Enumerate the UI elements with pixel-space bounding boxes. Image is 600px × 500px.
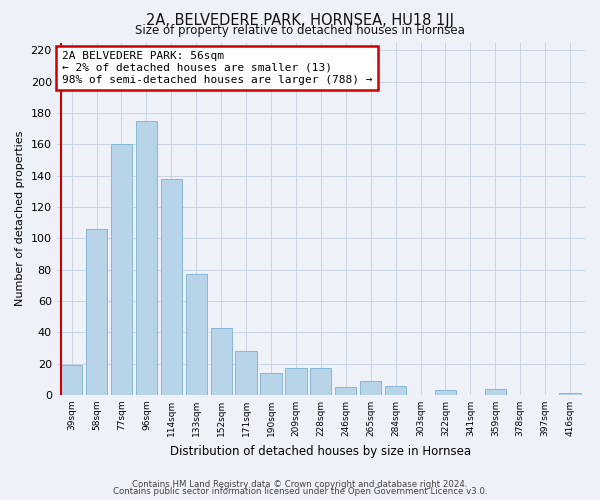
Text: Contains HM Land Registry data © Crown copyright and database right 2024.: Contains HM Land Registry data © Crown c… [132, 480, 468, 489]
Bar [286, 368, 307, 395]
Bar [385, 386, 406, 395]
Bar [235, 351, 257, 395]
Bar [111, 144, 132, 395]
Bar [559, 394, 581, 395]
Bar [185, 274, 207, 395]
Bar [136, 121, 157, 395]
Bar [485, 388, 506, 395]
Bar [360, 381, 381, 395]
Text: Contains public sector information licensed under the Open Government Licence v3: Contains public sector information licen… [113, 488, 487, 496]
X-axis label: Distribution of detached houses by size in Hornsea: Distribution of detached houses by size … [170, 444, 472, 458]
Bar [335, 387, 356, 395]
Bar [211, 328, 232, 395]
Bar [435, 390, 456, 395]
Text: Size of property relative to detached houses in Hornsea: Size of property relative to detached ho… [135, 24, 465, 37]
Text: 2A, BELVEDERE PARK, HORNSEA, HU18 1JJ: 2A, BELVEDERE PARK, HORNSEA, HU18 1JJ [146, 12, 454, 28]
Bar [61, 365, 82, 395]
Bar [161, 179, 182, 395]
Text: 2A BELVEDERE PARK: 56sqm
← 2% of detached houses are smaller (13)
98% of semi-de: 2A BELVEDERE PARK: 56sqm ← 2% of detache… [62, 52, 373, 84]
Bar [310, 368, 331, 395]
Y-axis label: Number of detached properties: Number of detached properties [15, 131, 25, 306]
Bar [86, 229, 107, 395]
Bar [260, 373, 281, 395]
